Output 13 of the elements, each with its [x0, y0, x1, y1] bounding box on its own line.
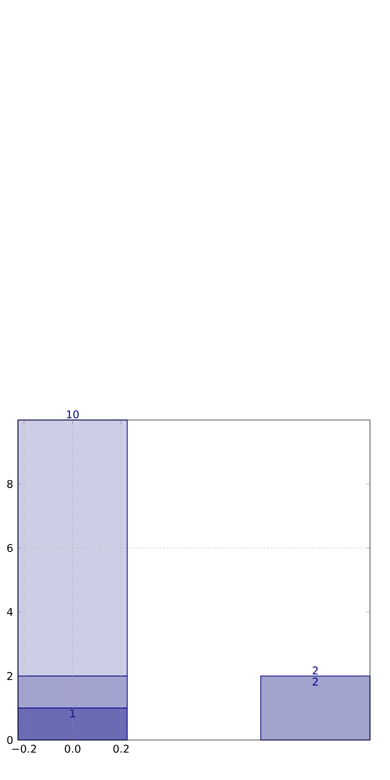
y-tick-label: 6 [7, 544, 13, 552]
y-tick-label: 2 [7, 672, 12, 680]
y-tick-label: 4 [7, 608, 13, 616]
y-tick-label: 8 [7, 480, 13, 488]
x-tick-label: 0.2 [113, 744, 129, 753]
data-label: 2 [312, 678, 318, 686]
data-label: 1 [70, 710, 76, 718]
bar [260, 676, 370, 740]
x-tick-label: 0.0 [64, 744, 80, 753]
x-tick-label: −0.2 [12, 744, 36, 753]
y-tick-label: 0 [7, 736, 13, 744]
total-label: 2 [312, 666, 318, 674]
total-label: 10 [67, 410, 79, 418]
